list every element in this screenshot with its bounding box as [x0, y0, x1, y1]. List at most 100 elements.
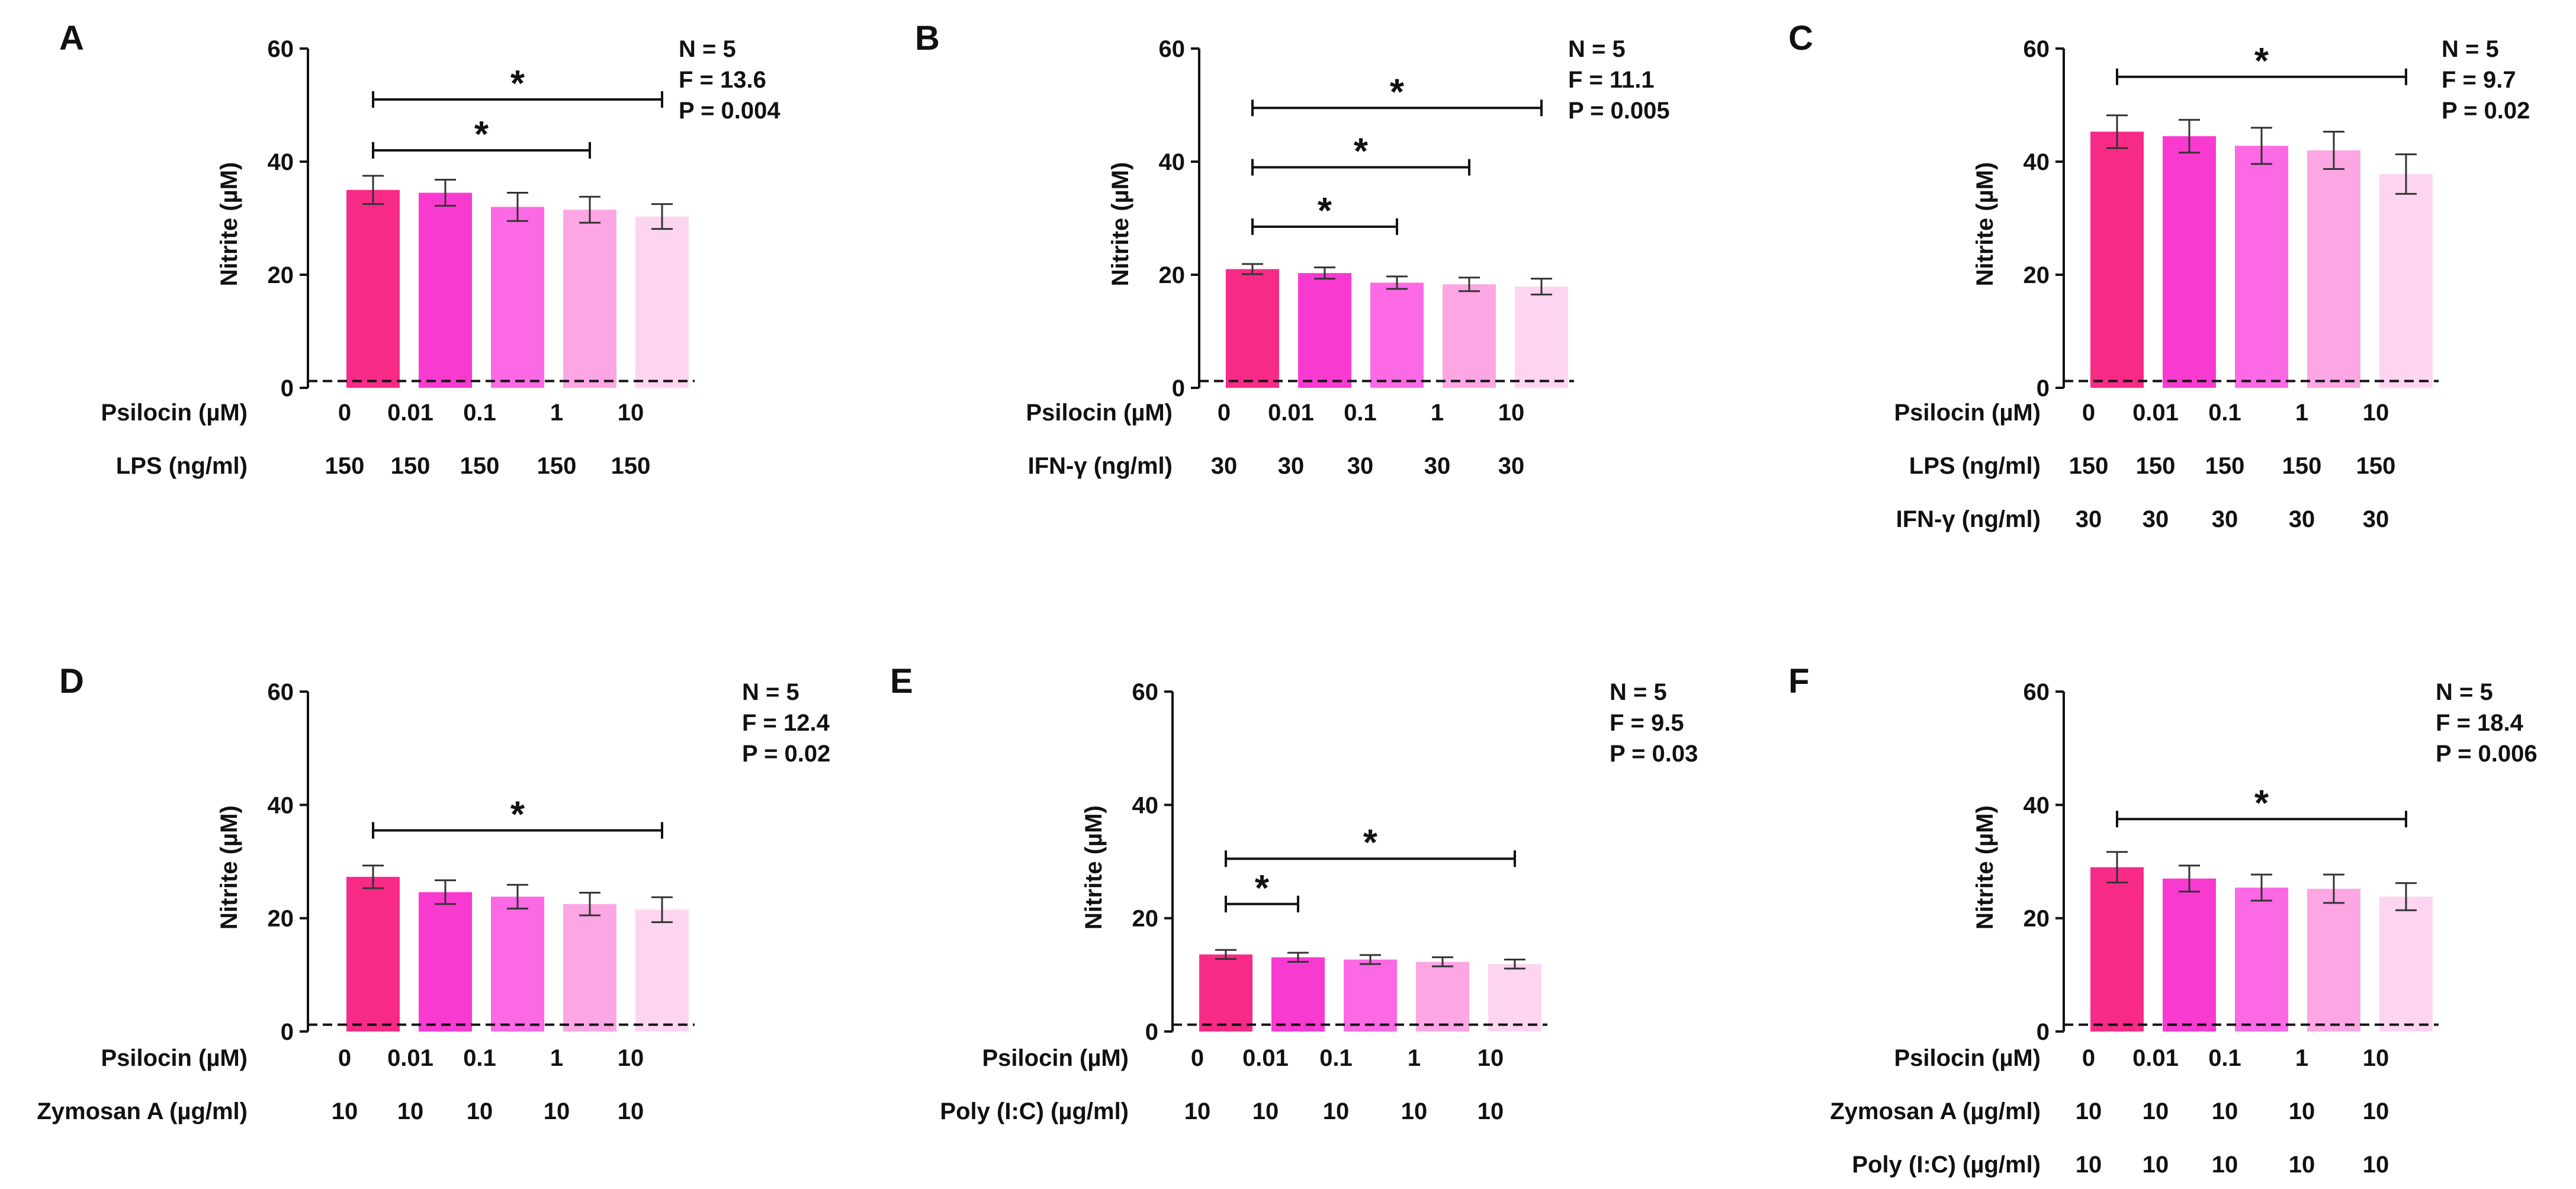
condition-value: 150: [537, 453, 577, 479]
condition-value: 0.1: [2208, 1045, 2241, 1071]
condition-row-label: Poly (I:C) (µg/ml): [1852, 1152, 2041, 1178]
condition-value: 0: [1191, 1045, 1204, 1071]
condition-value: 10: [1477, 1045, 1504, 1071]
stat-text: N = 5: [742, 679, 799, 705]
condition-value: 10: [618, 1045, 644, 1071]
condition-value: 0.01: [2132, 400, 2179, 426]
bar: [1488, 964, 1541, 1031]
y-tick-label: 60: [2023, 36, 2050, 62]
bar: [2307, 888, 2360, 1031]
condition-value: 10: [1498, 400, 1525, 426]
bar: [1443, 284, 1496, 388]
condition-value: 0: [2082, 400, 2095, 426]
panel-c: C 0 20 40 60 Nitrite (µM) * N = 5 F = 9.7 P = 0.0…: [1788, 19, 2530, 532]
y-tick-label: 0: [1145, 1019, 1158, 1045]
stat-text: P = 0.006: [2436, 741, 2538, 767]
bar: [2235, 888, 2288, 1031]
bar: [1344, 959, 1397, 1031]
bar: [635, 910, 689, 1031]
y-tick-label: 20: [1132, 906, 1159, 932]
y-tick-label: 0: [2037, 375, 2050, 401]
stat-text: F = 12.4: [742, 710, 830, 736]
stat-text: F = 11.1: [1568, 67, 1655, 93]
panel-b: B 0 20 40 60 Nitrite (µM) * * * N = 5 F = 11.1 P = …: [915, 19, 1670, 479]
condition-value: 1: [1431, 400, 1444, 426]
significance-star: *: [1390, 72, 1405, 113]
panel-f: F 0 20 40 60 Nitrite (µM) * N = 5 F = 18.4 P = 0.…: [1788, 662, 2538, 1178]
condition-value: 10: [397, 1098, 424, 1124]
stat-text: F = 18.4: [2436, 710, 2524, 736]
condition-value: 10: [2076, 1152, 2102, 1178]
condition-value: 10: [332, 1098, 358, 1124]
bar: [2163, 878, 2216, 1031]
condition-value: 10: [1477, 1098, 1504, 1124]
condition-value: 0.1: [1319, 1045, 1353, 1071]
bar: [1226, 269, 1279, 388]
y-axis-label: Nitrite (µM): [216, 162, 242, 287]
y-axis-label: Nitrite (µM): [1972, 162, 1998, 287]
y-tick-label: 40: [268, 792, 294, 818]
y-tick-label: 0: [2037, 1019, 2050, 1045]
panel-a: A 0 20 40 60 Nitrite (µM) * * N = 5 F = 13.6 P = 0…: [59, 19, 780, 479]
condition-value: 10: [467, 1098, 493, 1124]
panel-letter: A: [59, 19, 84, 57]
stat-text: P = 0.02: [742, 741, 830, 767]
condition-value: 0.1: [463, 400, 496, 426]
condition-value: 10: [1184, 1098, 1211, 1124]
stat-text: F = 9.7: [2442, 67, 2516, 93]
condition-value: 0: [2082, 1045, 2095, 1071]
condition-value: 150: [611, 453, 651, 479]
condition-value: 1: [550, 1045, 563, 1071]
condition-value: 30: [2076, 506, 2102, 532]
bar: [2379, 174, 2433, 388]
stat-text: N = 5: [1610, 679, 1667, 705]
panel-letter: E: [890, 662, 913, 700]
condition-value: 30: [1347, 453, 1374, 479]
stat-text: P = 0.004: [679, 98, 780, 124]
condition-value: 0.01: [1268, 400, 1314, 426]
condition-value: 0.01: [2132, 1045, 2179, 1071]
stat-text: P = 0.03: [1610, 741, 1698, 767]
y-axis-label: Nitrite (µM): [1972, 805, 1998, 930]
y-tick-label: 40: [1159, 149, 1186, 175]
significance-star: *: [1318, 191, 1332, 232]
condition-value: 1: [1408, 1045, 1421, 1071]
stat-text: P = 0.02: [2442, 98, 2530, 124]
bar: [2163, 136, 2216, 388]
condition-value: 0.1: [1344, 400, 1377, 426]
panel-letter: F: [1788, 662, 1809, 700]
y-tick-label: 40: [2023, 792, 2050, 818]
significance-star: *: [510, 63, 525, 104]
stat-text: N = 5: [679, 36, 736, 62]
condition-value: 150: [391, 453, 431, 479]
bar: [2090, 867, 2144, 1031]
significance-star: *: [510, 794, 525, 835]
y-axis-label: Nitrite (µM): [1107, 162, 1133, 287]
bar: [1416, 962, 1469, 1031]
bar: [2235, 146, 2288, 388]
y-tick-label: 0: [281, 1019, 294, 1045]
condition-value: 10: [2363, 1098, 2389, 1124]
panel-letter: D: [59, 662, 84, 700]
condition-row-label: Zymosan A (µg/ml): [1830, 1098, 2041, 1124]
bar: [346, 876, 400, 1031]
y-tick-label: 60: [268, 36, 294, 62]
significance-star: *: [474, 114, 489, 155]
bar: [563, 210, 616, 388]
condition-value: 0: [338, 1045, 351, 1071]
condition-value: 0: [1218, 400, 1231, 426]
panel-e: E 0 20 40 60 Nitrite (µM) * * N = 5 F = 9.5 P = 0.…: [890, 662, 1698, 1124]
significance-star: *: [2254, 783, 2269, 824]
condition-value: 150: [2136, 453, 2176, 479]
condition-row-label: Psilocin (µM): [101, 1045, 248, 1071]
condition-value: 0.01: [1242, 1045, 1289, 1071]
condition-value: 30: [2289, 506, 2315, 532]
condition-row-label: IFN-γ (ng/ml): [1896, 506, 2041, 532]
condition-value: 10: [1323, 1098, 1350, 1124]
y-tick-label: 0: [1172, 375, 1185, 401]
bar: [635, 216, 689, 388]
condition-value: 10: [2212, 1098, 2238, 1124]
y-axis-label: Nitrite (µM): [216, 805, 242, 930]
condition-row-label: Psilocin (µM): [1894, 1045, 2041, 1071]
condition-row-label: Zymosan A (µg/ml): [37, 1098, 248, 1124]
